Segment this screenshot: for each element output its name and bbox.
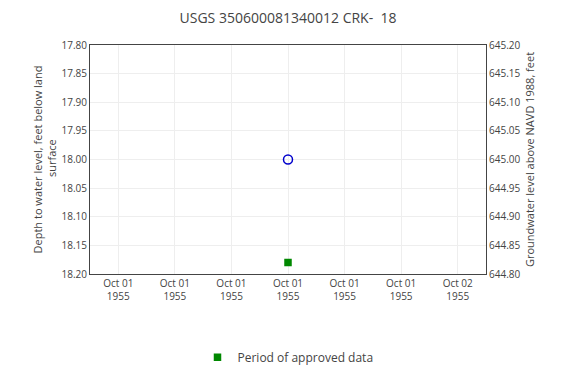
svg-text:18.00: 18.00 <box>62 152 88 166</box>
svg-text:17.95: 17.95 <box>62 123 88 137</box>
svg-text:USGS 350600081340012 CRK- 18: USGS 350600081340012 CRK- 18 <box>180 8 397 27</box>
svg-text:644.90: 644.90 <box>489 209 520 223</box>
svg-text:645.20: 645.20 <box>489 38 520 52</box>
svg-text:Oct 011955: Oct 011955 <box>103 276 133 303</box>
svg-text:Groundwater level above NAVD 1: Groundwater level above NAVD 1988, feet <box>522 52 537 267</box>
svg-text:Oct 011955: Oct 011955 <box>216 276 246 303</box>
svg-text:18.15: 18.15 <box>62 238 88 252</box>
svg-text:Oct 011955: Oct 011955 <box>273 276 303 303</box>
svg-text:645.15: 645.15 <box>489 66 520 80</box>
svg-text:17.85: 17.85 <box>62 66 88 80</box>
svg-text:645.05: 645.05 <box>489 123 520 137</box>
svg-text:18.05: 18.05 <box>62 181 88 195</box>
svg-text:644.85: 644.85 <box>489 238 520 252</box>
svg-text:17.80: 17.80 <box>62 38 88 52</box>
svg-text:Oct 021955: Oct 021955 <box>443 276 473 303</box>
svg-text:17.90: 17.90 <box>62 95 88 109</box>
svg-text:Oct 011955: Oct 011955 <box>329 276 359 303</box>
svg-text:18.10: 18.10 <box>62 209 88 223</box>
svg-text:Oct 011955: Oct 011955 <box>386 276 416 303</box>
svg-text:18.20: 18.20 <box>62 267 88 281</box>
svg-text:645.10: 645.10 <box>489 95 520 109</box>
svg-text:Oct 011955: Oct 011955 <box>160 276 190 303</box>
svg-text:645.00: 645.00 <box>489 152 520 166</box>
svg-text:Depth to water level, feet bel: Depth to water level, feet below land su… <box>30 66 59 254</box>
svg-text:644.95: 644.95 <box>489 181 520 195</box>
svg-text:Period of approved data: Period of approved data <box>238 349 374 366</box>
svg-text:644.80: 644.80 <box>489 267 520 281</box>
